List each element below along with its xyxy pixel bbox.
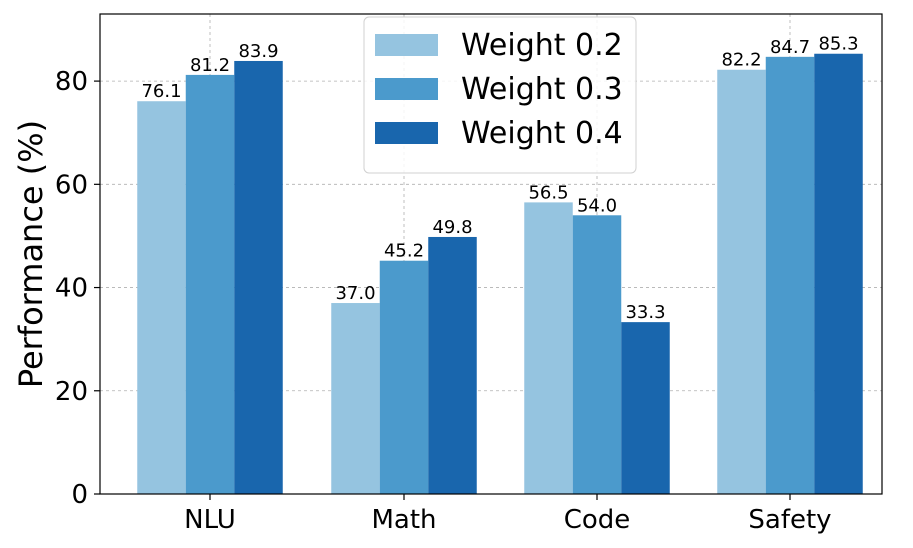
x-tick-label: Math — [371, 505, 436, 535]
data-label: 76.1 — [141, 81, 181, 102]
y-tick-label: 80 — [55, 67, 88, 97]
x-tick-label: NLU — [184, 505, 236, 535]
data-label: 54.0 — [577, 195, 617, 216]
data-label: 81.2 — [190, 55, 230, 76]
legend-swatch — [375, 78, 438, 100]
data-labels: 76.1 37.0 56.5 82.2 81.2 45.2 54.0 84.7 83.9 49.8… — [141, 34, 858, 323]
bar — [524, 202, 573, 495]
data-label: 56.5 — [528, 182, 568, 203]
y-axis-title: Performance (%) — [12, 120, 50, 388]
data-label: 82.2 — [721, 50, 761, 71]
y-tick-label: 20 — [55, 377, 88, 407]
bar — [765, 56, 815, 494]
data-label: 45.2 — [384, 241, 424, 262]
y-tick-label: 0 — [71, 480, 88, 510]
bar — [621, 322, 670, 494]
bar — [717, 69, 766, 494]
plot-frame — [99, 13, 883, 495]
bar — [185, 74, 235, 494]
legend-label: Weight 0.3 — [461, 72, 623, 107]
bar — [428, 236, 477, 494]
legend-swatch — [375, 34, 438, 56]
bar — [814, 53, 863, 494]
y-tick-label: 60 — [55, 170, 88, 200]
x-tick-label: Code — [564, 505, 631, 535]
y-axis-ticks: 0 20 40 60 80 — [55, 67, 100, 510]
bars — [137, 53, 863, 495]
legend-swatch — [375, 122, 438, 144]
bar — [331, 303, 380, 494]
bar — [379, 260, 429, 494]
data-label: 49.8 — [432, 217, 472, 238]
bar — [234, 60, 283, 494]
legend-label: Weight 0.2 — [461, 28, 623, 63]
data-label: 37.0 — [335, 283, 375, 304]
data-label: 33.3 — [625, 302, 665, 323]
x-axis-ticks: NLU Math Code Safety — [184, 494, 832, 535]
bar — [137, 101, 186, 495]
data-label: 84.7 — [770, 37, 810, 58]
x-tick-label: Safety — [748, 505, 831, 535]
legend-label: Weight 0.4 — [461, 116, 623, 151]
bar — [572, 215, 622, 494]
data-label: 85.3 — [818, 34, 858, 55]
legend: Weight 0.2 Weight 0.3 Weight 0.4 — [363, 16, 637, 174]
data-label: 83.9 — [238, 41, 278, 62]
y-tick-label: 40 — [55, 274, 88, 304]
